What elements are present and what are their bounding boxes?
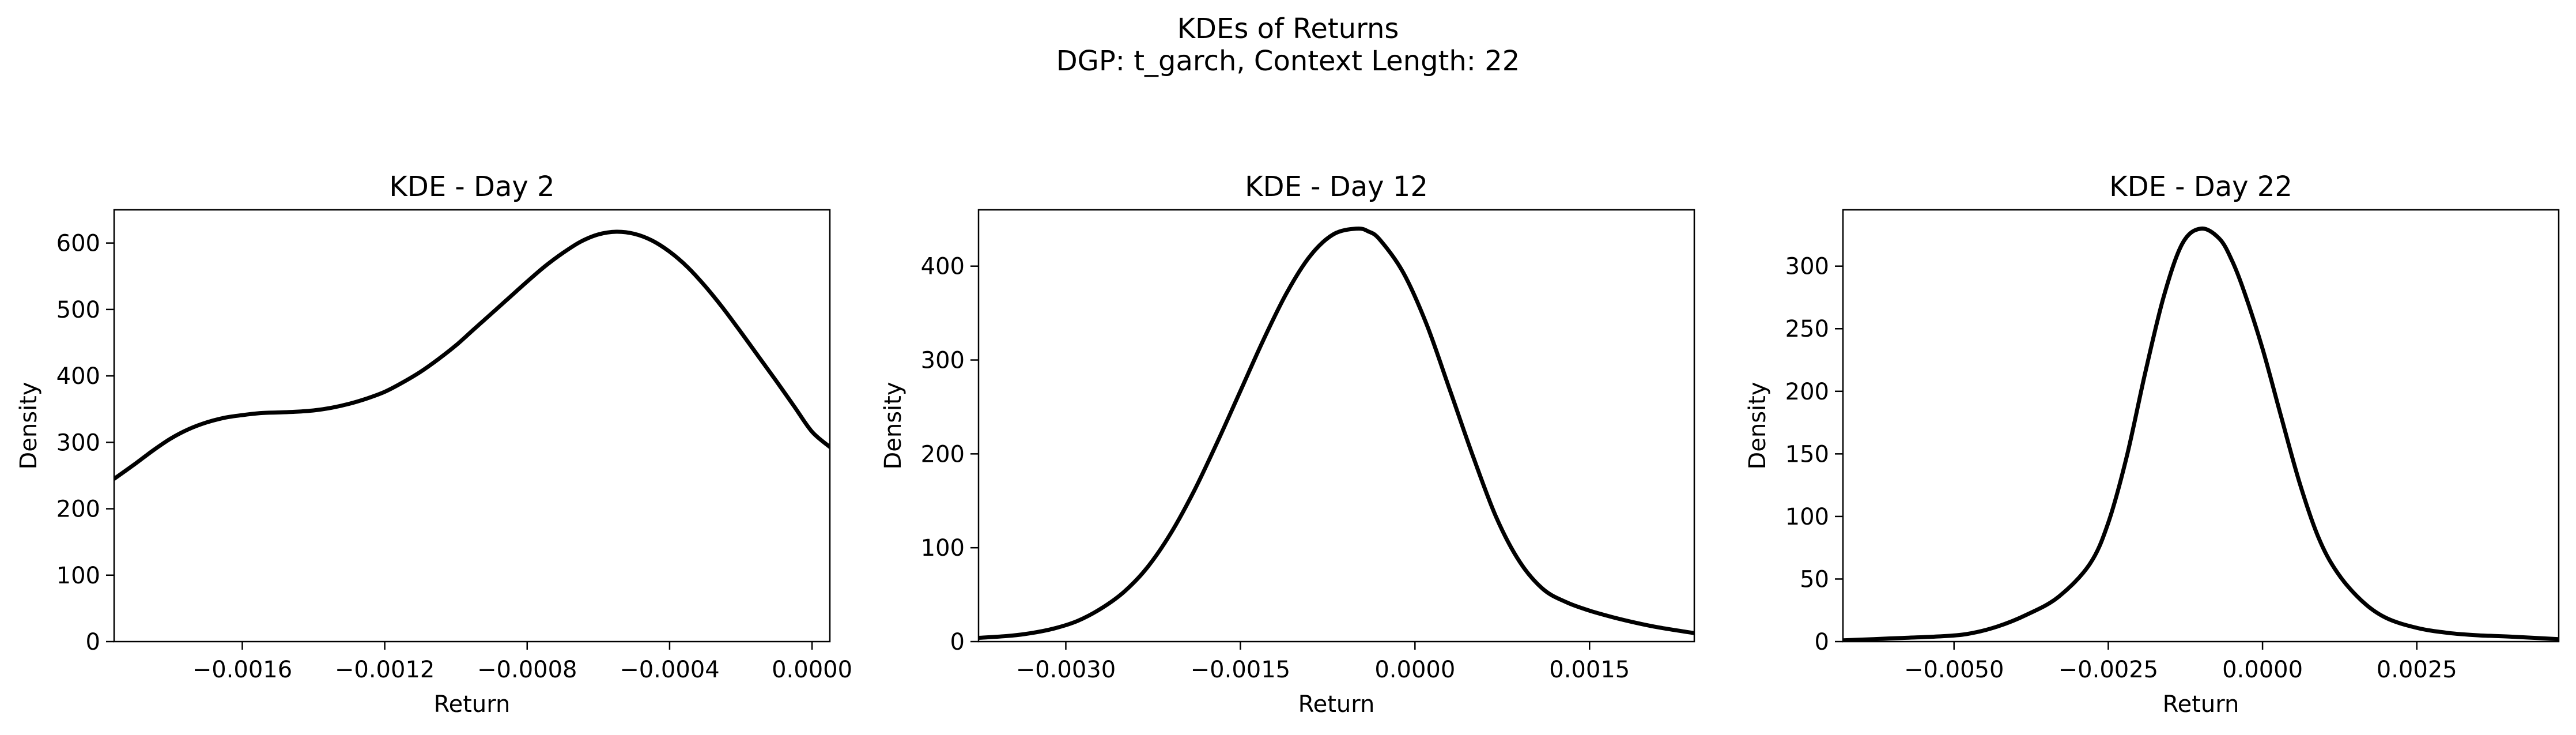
- plot-frame-3: [1842, 209, 2560, 643]
- y-tick-label: 250: [1785, 316, 1829, 342]
- y-tick-label: 200: [1785, 379, 1829, 405]
- y-tick-label: 300: [56, 429, 100, 456]
- figure-title: KDEs of Returns: [1177, 13, 1399, 45]
- y-tick-label: 300: [1785, 254, 1829, 280]
- y-tick-label: 400: [56, 363, 100, 390]
- y-axis-label: Density: [1744, 382, 1771, 469]
- y-tick-label: 300: [921, 348, 965, 374]
- y-tick-label: 600: [56, 231, 100, 257]
- x-tick-label: −0.0004: [620, 657, 719, 683]
- x-axis-label: Return: [2163, 691, 2239, 718]
- y-tick-label: 0: [86, 629, 100, 655]
- y-tick-label: 400: [921, 254, 965, 280]
- y-tick-label: 100: [921, 535, 965, 561]
- y-tick-label: 100: [1785, 504, 1829, 530]
- x-tick-label: −0.0025: [2058, 657, 2158, 683]
- kde-panel-2: −0.0030 −0.0015 0.0000 0.0015 0 100 200 300 400 K…: [880, 171, 1695, 718]
- x-tick-label: −0.0012: [335, 657, 435, 683]
- figure-subtitle: DGP: t_garch, Context Length: 22: [1056, 45, 1520, 77]
- y-tick-label: 200: [56, 496, 100, 523]
- y-tick-label: 200: [921, 441, 965, 468]
- x-tick-label: −0.0015: [1191, 657, 1290, 683]
- kde-panel-1: −0.0016 −0.0012 −0.0008 −0.0004 0.0000 0 100 20…: [16, 171, 852, 718]
- kde-line-2: [979, 226, 1694, 640]
- panel-title-3: KDE - Day 22: [2109, 171, 2292, 203]
- x-tick-label: −0.0008: [477, 657, 577, 683]
- y-tick-label: 0: [950, 629, 965, 655]
- x-tick-label: 0.0025: [2377, 657, 2457, 683]
- y-tick-label: 0: [1815, 629, 1829, 655]
- x-tick-label: 0.0000: [2222, 657, 2303, 683]
- x-axis-label: Return: [434, 691, 511, 718]
- y-axis-label: Density: [16, 382, 42, 469]
- x-tick-label: 0.0015: [1549, 657, 1630, 683]
- x-tick-label: −0.0050: [1904, 657, 2004, 683]
- kde-line-3: [1843, 227, 2559, 642]
- kde-line-1: [114, 229, 830, 481]
- subplot-grid: −0.0016 −0.0012 −0.0008 −0.0004 0.0000 0 100 20…: [16, 171, 2560, 718]
- plot-frame-1: [113, 209, 831, 643]
- y-tick-label: 100: [56, 563, 100, 589]
- y-tick-label: 150: [1785, 441, 1829, 468]
- kde-panel-3: −0.0050 −0.0025 0.0000 0.0025 0 50 100 150 200 25…: [1744, 171, 2560, 718]
- x-axis-label: Return: [1298, 691, 1375, 718]
- y-tick-label: 500: [56, 297, 100, 323]
- y-tick-label: 50: [1800, 566, 1829, 593]
- x-tick-label: 0.0000: [1374, 657, 1455, 683]
- panel-title-1: KDE - Day 2: [389, 171, 554, 203]
- x-tick-label: 0.0000: [772, 657, 852, 683]
- x-tick-label: −0.0016: [192, 657, 292, 683]
- x-tick-label: −0.0030: [1016, 657, 1116, 683]
- plot-frame-2: [977, 209, 1695, 643]
- y-axis-label: Density: [880, 382, 906, 469]
- panel-title-2: KDE - Day 12: [1245, 171, 1428, 203]
